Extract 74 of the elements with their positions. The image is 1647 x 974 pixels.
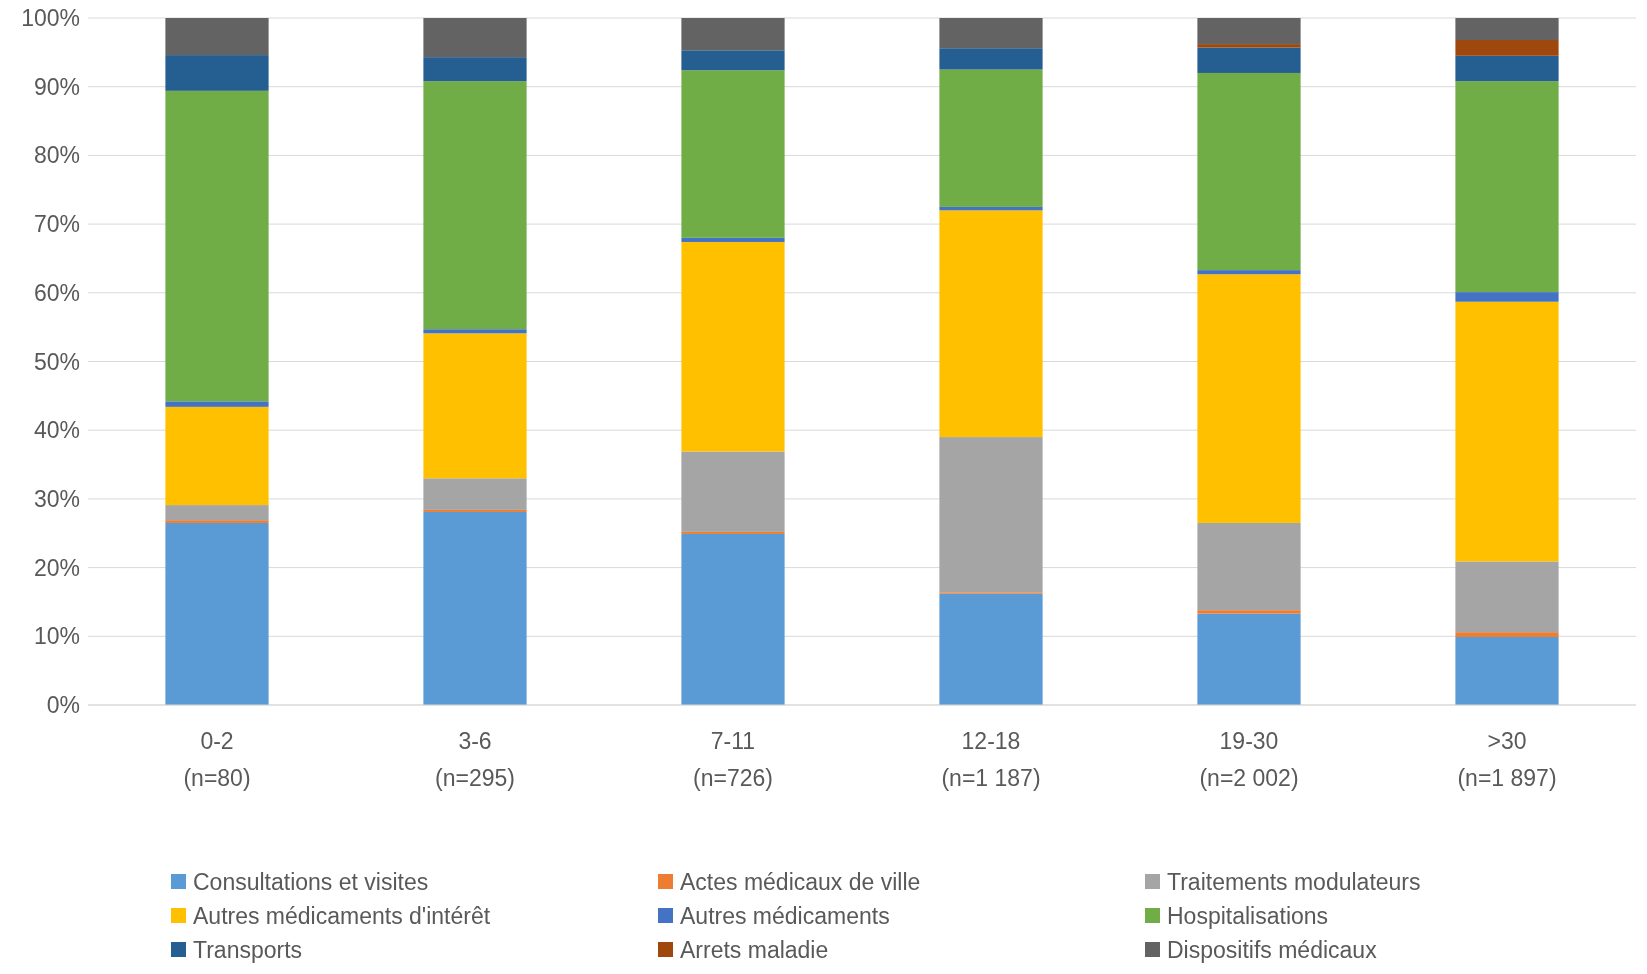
legend-label: Dispositifs médicaux: [1167, 937, 1378, 964]
bar: [165, 18, 269, 56]
bar: [423, 57, 527, 82]
bar: [1197, 72, 1301, 271]
bar: [681, 18, 785, 51]
bar: [939, 18, 1043, 49]
x-tick-label: 0-2 (n=80): [183, 728, 251, 791]
bar: [1197, 610, 1301, 614]
y-tick-label: 90%: [33, 73, 80, 100]
bar: [1197, 274, 1301, 523]
x-tick-label: 3-6 (n=295): [435, 728, 515, 791]
bar: [165, 505, 269, 521]
x-tick-label: 12-18 (n=1 187): [941, 728, 1041, 791]
bar: [681, 237, 785, 242]
y-tick-label: 40%: [33, 417, 80, 444]
legend-label: Arrets maladie: [680, 937, 829, 964]
bar: [939, 593, 1043, 705]
y-tick-label: 80%: [33, 142, 80, 169]
bar: [1455, 301, 1559, 562]
legend-label: Consultations et visites: [193, 869, 429, 896]
x-tick-label: >30 (n=1 897): [1457, 728, 1557, 791]
y-tick-label: 30%: [33, 485, 80, 512]
legend-label: Traitements modulateurs: [1167, 869, 1421, 896]
bar: [423, 18, 527, 58]
legend-label: Actes médicaux de ville: [680, 869, 921, 896]
bar: [1455, 39, 1559, 56]
bar: [165, 520, 269, 523]
bar: [681, 531, 785, 534]
y-tick-label: 20%: [33, 554, 80, 581]
y-tick-label: 70%: [33, 211, 80, 238]
bar: [939, 210, 1043, 438]
bar: [423, 81, 527, 330]
legend-label: Autres médicaments d'intérêt: [193, 903, 491, 930]
bar: [939, 48, 1043, 70]
bar: [1455, 561, 1559, 633]
bar: [423, 511, 527, 705]
y-tick-label: 10%: [33, 623, 80, 650]
y-tick-label: 60%: [33, 279, 80, 306]
bar: [165, 522, 269, 705]
bar: [165, 401, 269, 407]
bar: [681, 241, 785, 452]
bar: [165, 90, 269, 402]
legend-label: Transports: [193, 937, 303, 964]
bar: [423, 509, 527, 512]
bar: [1455, 18, 1559, 40]
bar: [423, 333, 527, 479]
bar: [423, 329, 527, 334]
bar: [423, 478, 527, 510]
bar: [681, 70, 785, 238]
x-tick-label: 7-11 (n=726): [693, 728, 773, 791]
y-tick-label: 50%: [33, 348, 80, 375]
bar: [165, 55, 269, 91]
bar: [939, 437, 1043, 593]
bar: [1455, 55, 1559, 82]
bar: [681, 451, 785, 532]
y-tick-label: 0%: [46, 692, 80, 719]
bar: [1455, 292, 1559, 302]
bar: [165, 406, 269, 506]
bar: [1197, 270, 1301, 275]
bar: [1197, 613, 1301, 705]
bar: [1197, 18, 1301, 45]
bar: [939, 69, 1043, 207]
bar: [681, 533, 785, 705]
y-tick-label: 100%: [21, 5, 80, 32]
legend-label: Hospitalisations: [1167, 903, 1329, 930]
bar: [1455, 81, 1559, 293]
legend-label: Autres médicaments: [680, 903, 890, 930]
bar: [681, 50, 785, 71]
bar: [1197, 44, 1301, 48]
bar: [1455, 636, 1559, 705]
bar: [1455, 632, 1559, 637]
bar: [1197, 522, 1301, 611]
x-tick-label: 19-30 (n=2 002): [1199, 728, 1299, 791]
bar: [1197, 47, 1301, 73]
